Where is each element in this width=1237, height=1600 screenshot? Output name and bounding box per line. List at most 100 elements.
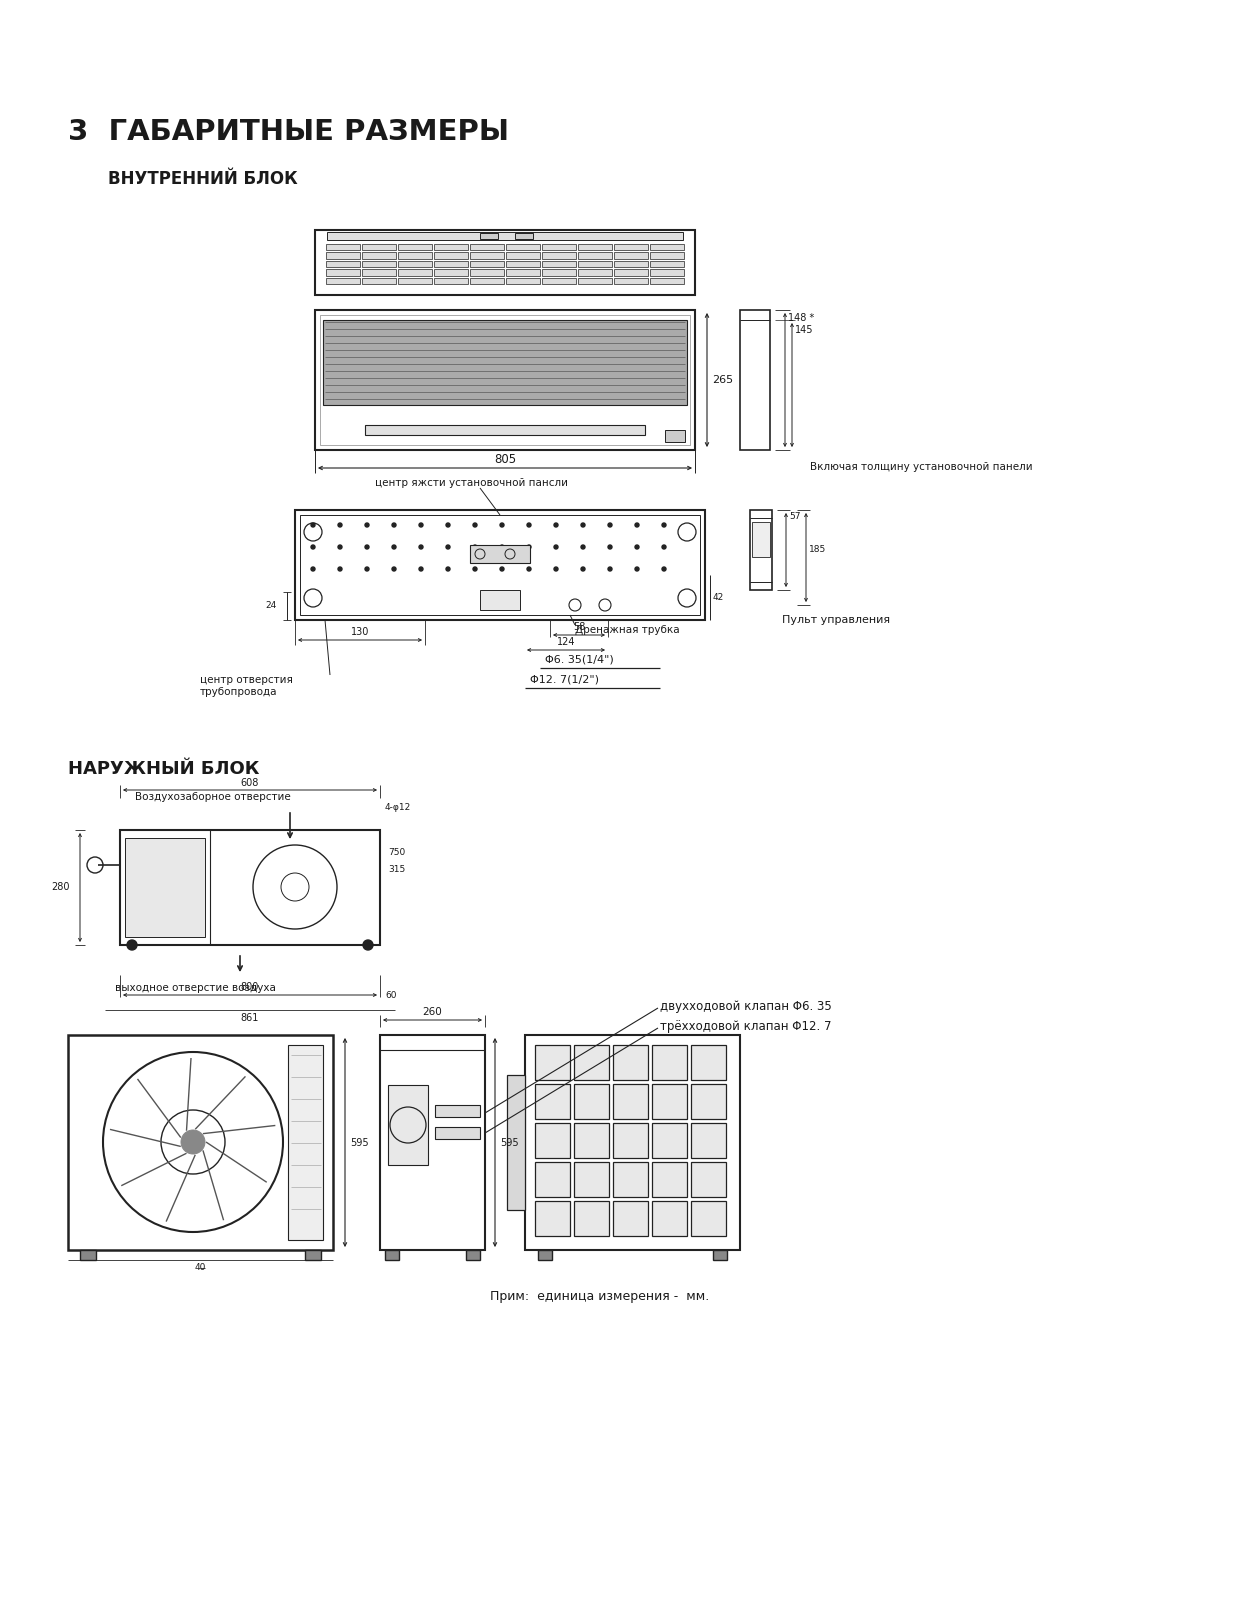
Bar bbox=[574, 1123, 609, 1158]
Bar bbox=[125, 838, 205, 938]
Circle shape bbox=[609, 566, 612, 571]
Circle shape bbox=[127, 939, 137, 950]
Bar bbox=[614, 243, 648, 251]
Text: 148 *: 148 * bbox=[788, 314, 814, 323]
Text: 60: 60 bbox=[385, 990, 397, 1000]
Bar bbox=[578, 253, 612, 259]
Circle shape bbox=[554, 546, 558, 549]
Bar bbox=[750, 510, 772, 590]
Circle shape bbox=[662, 546, 666, 549]
Bar bbox=[388, 1085, 428, 1165]
Bar bbox=[614, 1045, 648, 1080]
Bar bbox=[691, 1162, 726, 1197]
Bar bbox=[652, 1162, 687, 1197]
Bar bbox=[398, 269, 432, 275]
Circle shape bbox=[662, 566, 666, 571]
Text: двухходовой клапан Φ6. 35: двухходовой клапан Φ6. 35 bbox=[661, 1000, 831, 1013]
Bar bbox=[614, 277, 648, 285]
Bar bbox=[574, 1202, 609, 1235]
Bar bbox=[470, 243, 503, 251]
Circle shape bbox=[310, 523, 315, 526]
Circle shape bbox=[527, 546, 531, 549]
Text: 750: 750 bbox=[388, 848, 406, 858]
Bar bbox=[470, 546, 529, 563]
Bar bbox=[434, 269, 468, 275]
Bar bbox=[691, 1085, 726, 1118]
Circle shape bbox=[581, 523, 585, 526]
Circle shape bbox=[392, 566, 396, 571]
Bar bbox=[68, 1035, 333, 1250]
Bar bbox=[434, 243, 468, 251]
Circle shape bbox=[609, 523, 612, 526]
Text: 4-φ12: 4-φ12 bbox=[385, 803, 411, 813]
Circle shape bbox=[473, 523, 477, 526]
Circle shape bbox=[473, 546, 477, 549]
Bar bbox=[506, 243, 541, 251]
Bar bbox=[524, 1035, 740, 1250]
Bar bbox=[294, 510, 705, 619]
Bar bbox=[327, 277, 360, 285]
Bar bbox=[534, 1162, 570, 1197]
Bar bbox=[470, 269, 503, 275]
Circle shape bbox=[581, 546, 585, 549]
Text: 260: 260 bbox=[422, 1006, 442, 1018]
Bar bbox=[380, 1035, 485, 1250]
Text: 280: 280 bbox=[52, 882, 71, 893]
Bar bbox=[614, 1162, 648, 1197]
Bar bbox=[470, 253, 503, 259]
Bar bbox=[614, 269, 648, 275]
Bar bbox=[542, 269, 576, 275]
Bar bbox=[362, 261, 396, 267]
Circle shape bbox=[338, 566, 341, 571]
Bar bbox=[649, 261, 684, 267]
Circle shape bbox=[419, 566, 423, 571]
Bar bbox=[315, 230, 695, 294]
Text: 800: 800 bbox=[241, 982, 260, 992]
Bar bbox=[574, 1085, 609, 1118]
Text: 315: 315 bbox=[388, 866, 406, 874]
Bar bbox=[578, 261, 612, 267]
Bar bbox=[574, 1162, 609, 1197]
Text: Дренажная трубка: Дренажная трубка bbox=[575, 626, 679, 635]
Bar bbox=[614, 1202, 648, 1235]
Bar bbox=[652, 1085, 687, 1118]
Bar bbox=[578, 277, 612, 285]
Circle shape bbox=[662, 523, 666, 526]
Bar bbox=[466, 1250, 480, 1261]
Circle shape bbox=[609, 546, 612, 549]
Circle shape bbox=[338, 523, 341, 526]
Bar bbox=[652, 1045, 687, 1080]
Bar bbox=[434, 261, 468, 267]
Bar bbox=[398, 277, 432, 285]
Bar bbox=[542, 243, 576, 251]
Text: 57: 57 bbox=[789, 512, 800, 522]
Bar bbox=[515, 234, 533, 238]
Text: 130: 130 bbox=[351, 627, 369, 637]
Bar bbox=[315, 310, 695, 450]
Text: Воздухозаборное отверстие: Воздухозаборное отверстие bbox=[135, 792, 291, 802]
Bar bbox=[614, 1123, 648, 1158]
Circle shape bbox=[365, 523, 369, 526]
Bar bbox=[320, 315, 690, 445]
Bar bbox=[652, 1202, 687, 1235]
Circle shape bbox=[419, 523, 423, 526]
Text: трёхходовой клапан Φ12. 7: трёхходовой клапан Φ12. 7 bbox=[661, 1021, 831, 1034]
Bar bbox=[365, 426, 644, 435]
Bar bbox=[534, 1045, 570, 1080]
Bar bbox=[614, 253, 648, 259]
Bar bbox=[323, 320, 687, 405]
Text: 124: 124 bbox=[557, 637, 575, 646]
Circle shape bbox=[392, 523, 396, 526]
Circle shape bbox=[581, 566, 585, 571]
Bar bbox=[120, 830, 380, 946]
Bar bbox=[578, 269, 612, 275]
Bar bbox=[752, 522, 769, 557]
Bar bbox=[649, 243, 684, 251]
Text: 595: 595 bbox=[350, 1138, 369, 1147]
Text: Пульт управления: Пульт управления bbox=[782, 614, 891, 626]
Text: 3  ГАБАРИТНЫЕ РАЗМЕРЫ: 3 ГАБАРИТНЫЕ РАЗМЕРЫ bbox=[68, 118, 508, 146]
Text: ВНУТРЕННИЙ БЛОК: ВНУТРЕННИЙ БЛОК bbox=[108, 170, 298, 187]
Circle shape bbox=[365, 566, 369, 571]
Bar bbox=[362, 269, 396, 275]
Bar bbox=[542, 253, 576, 259]
